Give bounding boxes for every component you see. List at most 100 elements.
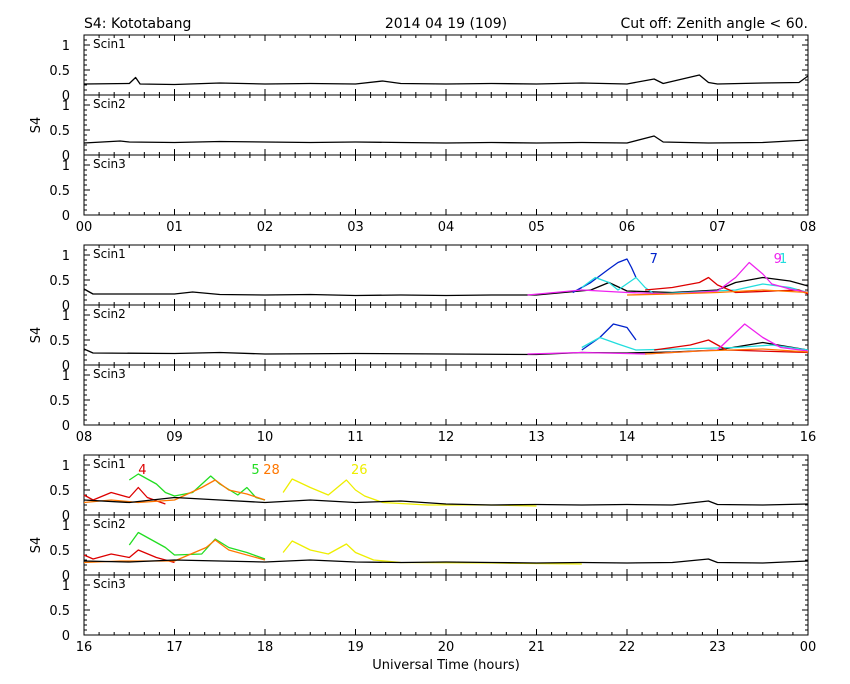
panel-label: Scin1 <box>93 457 126 471</box>
series-line-orange <box>626 289 809 296</box>
panel-frame <box>83 364 809 426</box>
panel-2-2: 0 0.5 1 Scin2 <box>49 304 809 374</box>
series-line-black <box>83 558 809 564</box>
y-tick-label: 0 <box>62 149 70 164</box>
y-axis-title: S4 <box>29 327 44 344</box>
series-line-black <box>83 496 809 506</box>
panel-frame <box>83 154 809 216</box>
x-tick-label: 02 <box>257 220 274 235</box>
series-line-blue <box>572 258 637 294</box>
prn-label: 9 <box>774 252 782 267</box>
panel-frame <box>83 304 809 366</box>
x-tick-label: 12 <box>438 430 455 445</box>
panel-1-1: 0 0.5 1 Scin1 <box>49 34 809 104</box>
y-tick-label: 0.5 <box>49 544 70 559</box>
y-tick-label: 0.5 <box>49 394 70 409</box>
x-tick-label: 10 <box>257 430 274 445</box>
x-tick-label: 17 <box>166 640 183 655</box>
series-line-black <box>83 135 809 144</box>
panel-group-1: 0 0.5 1 Scin1 0 0.5 1 Scin2 0 0.5 1 Scin3 S4 00 01 02 03… <box>29 34 816 235</box>
panel-label: Scin3 <box>93 367 126 381</box>
x-tick-label: 18 <box>257 640 274 655</box>
y-tick-label: 1 <box>62 579 70 594</box>
x-tick-label: 20 <box>438 640 455 655</box>
x-tick-label: 15 <box>709 430 726 445</box>
y-tick-label: 0.5 <box>49 604 70 619</box>
panel-2-3: 0 0.5 1 Scin3 <box>49 364 809 434</box>
panel-1-2: 0 0.5 1 Scin2 <box>49 94 809 164</box>
x-tick-label: 06 <box>619 220 636 235</box>
panel-label: Scin3 <box>93 577 126 591</box>
panel-label: Scin2 <box>93 517 126 531</box>
y-tick-label: 0 <box>62 509 70 524</box>
panel-1-3: 0 0.5 1 Scin3 <box>49 154 809 224</box>
panel-label: Scin1 <box>93 37 126 51</box>
y-axis-title: S4 <box>29 117 44 134</box>
prn-label: 28 <box>263 463 280 478</box>
y-tick-label: 1 <box>62 39 70 54</box>
y-tick-label: 0.5 <box>49 64 70 79</box>
panel-3-1: 0 0.5 1 Scin1 <box>49 454 809 524</box>
prn-label: 5 <box>251 463 259 478</box>
x-tick-label: 14 <box>619 430 636 445</box>
x-tick-label: 16 <box>76 640 93 655</box>
x-tick-label: 11 <box>347 430 364 445</box>
panel-group-3: 0 0.5 1 Scin1 0 0.5 1 Scin2 0 0.5 1 Scin3 S4 16 17 18 19… <box>29 454 817 655</box>
panel-frame <box>83 514 809 576</box>
x-tick-label: 16 <box>800 430 817 445</box>
y-tick-label: 0.5 <box>49 184 70 199</box>
y-tick-label: 0 <box>62 629 70 644</box>
series-line-yellow <box>282 540 582 565</box>
series-line-yellow <box>282 478 537 507</box>
y-tick-label: 0.5 <box>49 274 70 289</box>
panel-label: Scin2 <box>93 307 126 321</box>
y-tick-label: 1 <box>62 249 70 264</box>
prn-label: 1 <box>779 252 787 267</box>
x-tick-label: 08 <box>76 430 93 445</box>
series-line-black <box>83 74 809 86</box>
x-tick-label: 19 <box>347 640 364 655</box>
y-tick-label: 1 <box>62 369 70 384</box>
panel-frame <box>83 94 809 156</box>
y-tick-label: 0.5 <box>49 124 70 139</box>
series-line-green <box>128 531 266 560</box>
y-tick-label: 0 <box>62 569 70 584</box>
x-tick-label: 00 <box>800 640 817 655</box>
y-tick-label: 1 <box>62 99 70 114</box>
panel-label: Scin1 <box>93 247 126 261</box>
series-line-orange <box>83 539 266 564</box>
x-tick-label: 23 <box>709 640 726 655</box>
series-line-magenta <box>527 261 809 296</box>
x-tick-label: 04 <box>438 220 455 235</box>
x-tick-label: 22 <box>619 640 636 655</box>
series-line-blue <box>581 323 637 351</box>
y-tick-label: 0 <box>62 299 70 314</box>
y-tick-label: 0 <box>62 209 70 224</box>
x-axis-title: Universal Time (hours) <box>372 658 520 673</box>
x-tick-label: 13 <box>528 430 545 445</box>
y-tick-label: 0.5 <box>49 484 70 499</box>
x-tick-label: 07 <box>709 220 726 235</box>
y-tick-label: 0.5 <box>49 334 70 349</box>
panel-3-3: 0 0.5 1 Scin3 <box>49 574 809 644</box>
panel-frame <box>83 454 809 516</box>
prn-label: 26 <box>351 463 368 478</box>
x-tick-label: 00 <box>76 220 93 235</box>
y-tick-label: 1 <box>62 519 70 534</box>
prn-label: 4 <box>138 463 146 478</box>
panel-label: Scin3 <box>93 157 126 171</box>
y-tick-label: 1 <box>62 159 70 174</box>
y-tick-label: 0 <box>62 89 70 104</box>
series-line-red <box>83 549 175 564</box>
y-tick-label: 1 <box>62 459 70 474</box>
series-line-cyan <box>581 276 809 295</box>
series-line-black <box>83 276 809 297</box>
y-tick-label: 0 <box>62 359 70 374</box>
panel-label: Scin2 <box>93 97 126 111</box>
panel-frame <box>83 34 809 96</box>
y-axis-title: S4 <box>29 537 44 554</box>
y-tick-label: 1 <box>62 309 70 324</box>
series-line-red <box>645 276 809 295</box>
series-line-orange <box>645 348 809 355</box>
